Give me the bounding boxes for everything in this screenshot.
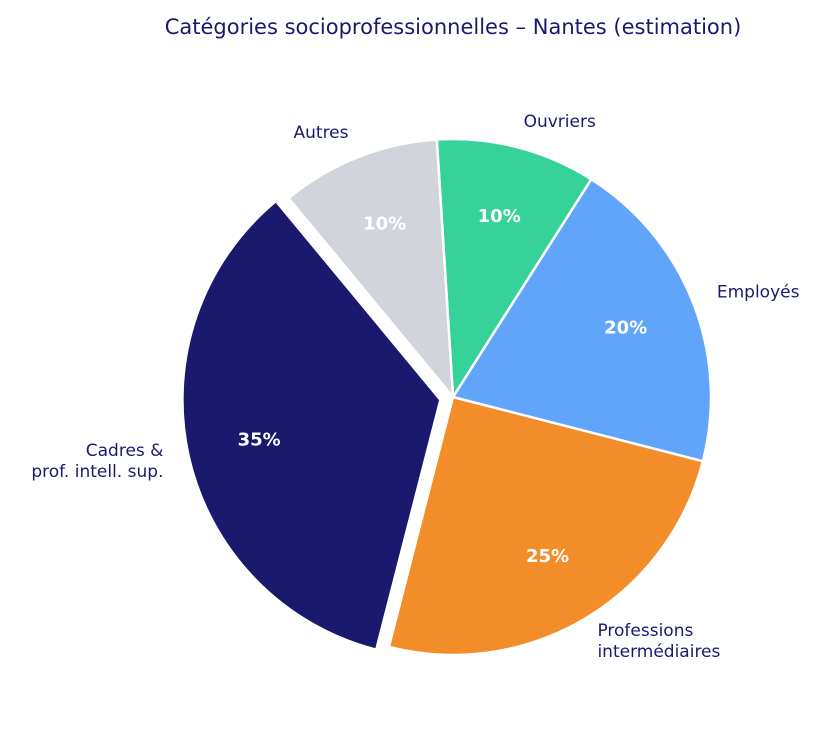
pie-slice	[181, 199, 442, 651]
value-label: 10%	[478, 206, 521, 227]
category-label: Cadres & prof. intell. sup.	[31, 441, 163, 482]
pie-slice	[387, 395, 705, 657]
pie-slice	[435, 137, 593, 399]
value-label: 35%	[238, 429, 281, 450]
category-label: Ouvriers	[524, 112, 596, 132]
category-label: Autres	[294, 123, 349, 143]
value-label: 25%	[526, 546, 569, 567]
value-label: 10%	[363, 213, 406, 234]
value-label: 20%	[604, 318, 647, 339]
pie-slice	[451, 177, 713, 463]
chart-title: Catégories socioprofessionnelles – Nante…	[165, 15, 742, 39]
pie-slice	[287, 138, 455, 399]
category-label: Employés	[717, 283, 800, 303]
category-label: Professions intermédiaires	[597, 621, 720, 662]
